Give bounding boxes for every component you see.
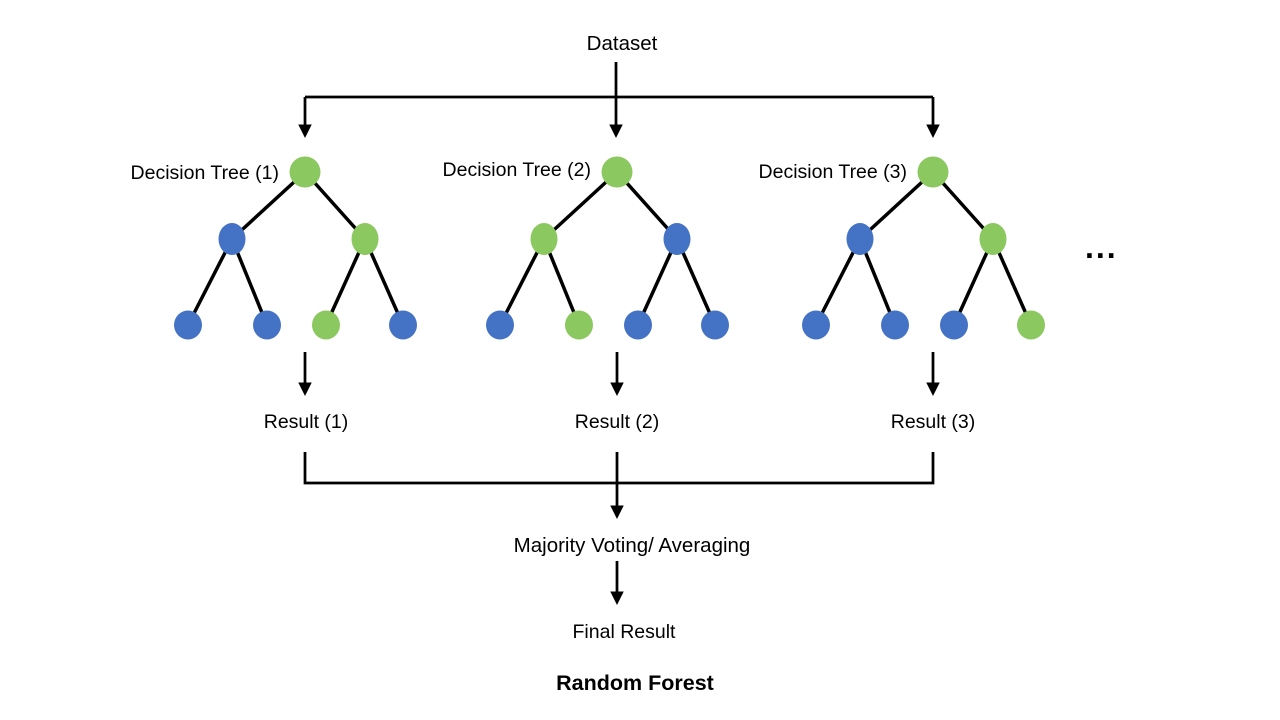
tree-1-edge-3 [186,238,234,326]
tree-2-leaf-node-1 [486,310,514,340]
tree-3-leaf-node-4 [1017,310,1045,340]
tree-3-edge-5 [952,238,995,326]
tree-3-internal-left-node [846,223,874,255]
tree-2-root-node [601,156,633,188]
final-result-label: Final Result [573,621,677,643]
tree-2-leaf-node-2 [565,310,593,340]
result3-label: Result (3) [891,411,976,433]
tree-1-root-node [289,156,321,188]
tree-1-internal-left-node [218,223,246,255]
decision-tree-2 [486,156,729,340]
tree2-label: Decision Tree (2) [443,159,591,181]
tree-3-edge-1 [858,170,935,241]
tree-2-edge-5 [636,238,679,326]
dataset-split-lines [298,62,940,138]
more-trees-ellipsis: ... [1085,229,1118,265]
tree-1-edge-5 [324,238,367,326]
tree-1-leaf-node-1 [174,310,202,340]
diagram-labels: Dataset Decision Tree (1) Decision Tree … [131,32,1118,695]
aggregation-lines [303,452,935,605]
decision-tree-3 [802,156,1045,340]
tree-1-leaf-node-2 [253,310,281,340]
tree-2-leaf-node-3 [624,310,652,340]
diagram-title: Random Forest [556,671,714,695]
tree-1-edge-6 [363,238,405,326]
tree-3-edge-3 [814,238,862,326]
tree-3-leaf-node-2 [881,310,909,340]
decision-tree-1 [174,156,417,340]
result2-label: Result (2) [575,411,660,433]
tree-2-leaf-node-4 [701,310,729,340]
tree-1-leaf-node-3 [312,310,340,340]
tree-2-edge-3 [498,238,546,326]
tree-3-root-node [917,156,949,188]
decision-trees-layer [174,156,1045,340]
tree-3-leaf-node-1 [802,310,830,340]
tree-1-internal-right-node [351,223,379,255]
tree-3-internal-right-node [979,223,1007,255]
tree-2-edge-6 [675,238,717,326]
dataset-label: Dataset [587,32,658,55]
tree-2-internal-right-node [663,223,691,255]
tree-3-edge-6 [991,238,1033,326]
aggregation-label: Majority Voting/ Averaging [514,534,751,557]
tree-1-leaf-node-4 [389,310,417,340]
result1-label: Result (1) [264,411,349,433]
tree-2-edge-1 [542,170,619,241]
tree3-label: Decision Tree (3) [759,161,907,183]
tree-3-leaf-node-3 [940,310,968,340]
tree1-label: Decision Tree (1) [131,162,279,184]
tree-result-arrows [298,352,940,396]
results-collector-line [303,452,935,485]
tree-1-edge-1 [230,170,307,241]
tree-2-internal-left-node [530,223,558,255]
